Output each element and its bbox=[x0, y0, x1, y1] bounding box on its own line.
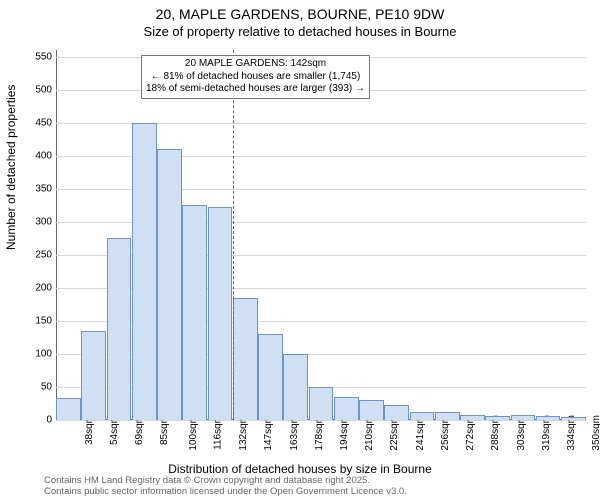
y-tick-label: 0 bbox=[12, 415, 52, 426]
x-tick-label: 350sqm bbox=[591, 415, 600, 451]
chart-title-line1: 20, MAPLE GARDENS, BOURNE, PE10 9DW bbox=[0, 6, 600, 22]
y-tick-label: 550 bbox=[12, 51, 52, 62]
x-tick-label: 147sqm bbox=[263, 415, 274, 451]
chart-title-line2: Size of property relative to detached ho… bbox=[0, 24, 600, 39]
x-tick-label: 100sqm bbox=[187, 415, 198, 451]
histogram-bar bbox=[511, 415, 536, 420]
x-tick-label: 194sqm bbox=[339, 415, 350, 451]
histogram-bar bbox=[435, 412, 460, 420]
plot-inner: 05010015020025030035040045050055038sqm54… bbox=[56, 50, 586, 420]
x-tick-label: 210sqm bbox=[364, 415, 375, 451]
histogram-bar bbox=[258, 334, 283, 420]
histogram-bar bbox=[283, 354, 308, 420]
y-tick-label: 100 bbox=[12, 348, 52, 359]
x-tick-label: 303sqm bbox=[515, 415, 526, 451]
chart-footer: Contains HM Land Registry data © Crown c… bbox=[44, 476, 407, 498]
y-tick-label: 500 bbox=[12, 84, 52, 95]
y-tick-label: 150 bbox=[12, 315, 52, 326]
x-tick-label: 225sqm bbox=[389, 415, 400, 451]
x-tick-label: 132sqm bbox=[238, 415, 249, 451]
y-axis-line bbox=[56, 50, 57, 420]
histogram-bar bbox=[485, 416, 510, 420]
histogram-bar bbox=[233, 298, 258, 420]
x-tick-label: 272sqm bbox=[465, 415, 476, 451]
histogram-bar bbox=[384, 405, 409, 420]
y-tick-label: 450 bbox=[12, 117, 52, 128]
infobox-line1: 20 MAPLE GARDENS: 142sqm bbox=[146, 58, 365, 71]
y-tick-label: 400 bbox=[12, 150, 52, 161]
x-axis-label: Distribution of detached houses by size … bbox=[0, 462, 600, 476]
x-tick-label: 319sqm bbox=[541, 415, 552, 451]
y-tick-label: 50 bbox=[12, 381, 52, 392]
footer-line2: Contains public sector information licen… bbox=[44, 487, 407, 498]
y-tick-label: 250 bbox=[12, 249, 52, 260]
x-tick-label: 178sqm bbox=[314, 415, 325, 451]
infobox-line3: 18% of semi-detached houses are larger (… bbox=[146, 83, 365, 96]
annotation-box: 20 MAPLE GARDENS: 142sqm← 81% of detache… bbox=[141, 55, 370, 99]
x-tick-label: 288sqm bbox=[490, 415, 501, 451]
plot-area: 05010015020025030035040045050055038sqm54… bbox=[56, 50, 586, 420]
infobox-line2: ← 81% of detached houses are smaller (1,… bbox=[146, 71, 365, 84]
reference-line bbox=[233, 50, 234, 420]
histogram-bar bbox=[132, 123, 157, 420]
histogram-bar bbox=[359, 400, 384, 420]
histogram-bar bbox=[157, 149, 182, 420]
histogram-bar bbox=[208, 207, 233, 420]
histogram-bar bbox=[81, 331, 106, 420]
x-tick-label: 256sqm bbox=[440, 415, 451, 451]
x-tick-label: 163sqm bbox=[288, 415, 299, 451]
y-tick-label: 300 bbox=[12, 216, 52, 227]
histogram-bar bbox=[182, 205, 207, 420]
histogram-bar bbox=[309, 387, 334, 420]
chart-container: 20, MAPLE GARDENS, BOURNE, PE10 9DW Size… bbox=[0, 0, 600, 500]
histogram-bar bbox=[460, 415, 485, 420]
x-tick-label: 116sqm bbox=[212, 415, 223, 450]
x-tick-label: 334sqm bbox=[566, 415, 577, 451]
histogram-bar bbox=[56, 398, 81, 420]
histogram-bar bbox=[410, 412, 435, 420]
histogram-bar bbox=[334, 397, 359, 420]
y-tick-label: 350 bbox=[12, 183, 52, 194]
histogram-bar bbox=[536, 416, 561, 420]
y-tick-label: 200 bbox=[12, 282, 52, 293]
histogram-bar bbox=[561, 417, 586, 420]
x-tick-label: 241sqm bbox=[414, 415, 425, 451]
histogram-bar bbox=[107, 238, 132, 420]
